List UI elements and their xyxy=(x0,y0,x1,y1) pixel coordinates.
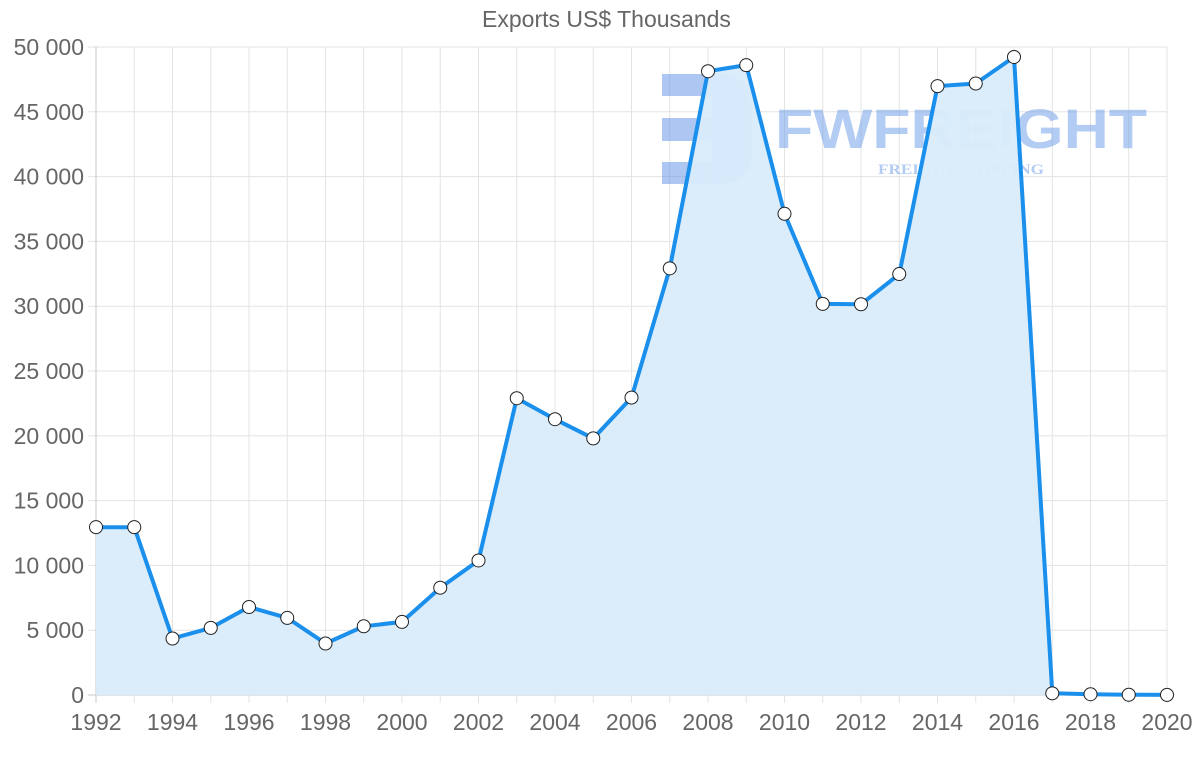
x-tick-label: 1992 xyxy=(70,709,121,735)
data-point[interactable] xyxy=(1121,687,1136,702)
x-tick-label: 1996 xyxy=(223,709,274,735)
y-tick-label: 20 000 xyxy=(14,423,84,449)
data-point[interactable] xyxy=(280,610,295,625)
data-point[interactable] xyxy=(1160,687,1174,702)
data-point[interactable] xyxy=(509,391,524,406)
data-point[interactable] xyxy=(930,79,945,94)
x-tick-label: 2000 xyxy=(376,709,427,735)
data-point[interactable] xyxy=(89,520,103,535)
y-tick-label: 15 000 xyxy=(14,488,84,514)
data-point[interactable] xyxy=(1083,687,1098,702)
data-point[interactable] xyxy=(203,620,218,635)
data-point[interactable] xyxy=(318,636,333,651)
y-tick-label: 45 000 xyxy=(14,99,84,125)
data-point[interactable] xyxy=(548,412,562,427)
data-point[interactable] xyxy=(165,631,180,646)
data-point[interactable] xyxy=(1007,49,1021,64)
y-tick-label: 30 000 xyxy=(14,293,84,319)
x-tick-label: 2004 xyxy=(529,709,580,735)
data-point[interactable] xyxy=(356,619,371,634)
chart-title: Exports US$ Thousands xyxy=(482,6,731,32)
x-tick-label: 2012 xyxy=(835,709,886,735)
data-points xyxy=(89,49,1174,702)
data-point[interactable] xyxy=(701,64,715,79)
y-tick-label: 5 000 xyxy=(26,617,84,643)
y-tick-label: 50 000 xyxy=(14,34,84,60)
data-point[interactable] xyxy=(777,206,792,221)
y-tick-label: 10 000 xyxy=(14,552,84,578)
x-tick-label: 2020 xyxy=(1141,709,1192,735)
data-point[interactable] xyxy=(624,390,639,405)
data-point[interactable] xyxy=(854,297,868,312)
data-point[interactable] xyxy=(892,267,907,282)
data-point[interactable] xyxy=(395,614,409,629)
y-tick-label: 35 000 xyxy=(14,228,84,254)
x-tick-label: 2002 xyxy=(453,709,504,735)
data-point[interactable] xyxy=(815,296,830,311)
data-point[interactable] xyxy=(739,58,754,73)
x-tick-label: 2008 xyxy=(682,709,733,735)
data-point[interactable] xyxy=(968,76,983,91)
y-tick-label: 0 xyxy=(71,682,84,708)
area-fill xyxy=(96,57,1167,695)
x-tick-label: 1998 xyxy=(300,709,351,735)
data-point[interactable] xyxy=(662,261,677,276)
x-tick-label: 2006 xyxy=(606,709,657,735)
x-tick-label: 1994 xyxy=(147,709,198,735)
y-tick-label: 40 000 xyxy=(14,164,84,190)
x-axis: 1992 1994 1996 1998 2000 2002 2004 2006 2008 2010… xyxy=(70,709,1192,735)
data-point[interactable] xyxy=(433,580,448,595)
x-tick-label: 2018 xyxy=(1065,709,1116,735)
data-point[interactable] xyxy=(586,431,601,446)
x-tick-label: 2014 xyxy=(912,709,963,735)
x-tick-label: 2010 xyxy=(759,709,810,735)
data-point[interactable] xyxy=(127,520,142,535)
y-tick-label: 25 000 xyxy=(14,358,84,384)
y-axis: 0 5 000 10 000 15 000 20 000 25 000 30 000 35 0… xyxy=(14,34,84,708)
data-point[interactable] xyxy=(471,553,486,568)
x-tick-label: 2016 xyxy=(988,709,1039,735)
data-point[interactable] xyxy=(1045,686,1060,701)
data-point[interactable] xyxy=(242,600,256,615)
